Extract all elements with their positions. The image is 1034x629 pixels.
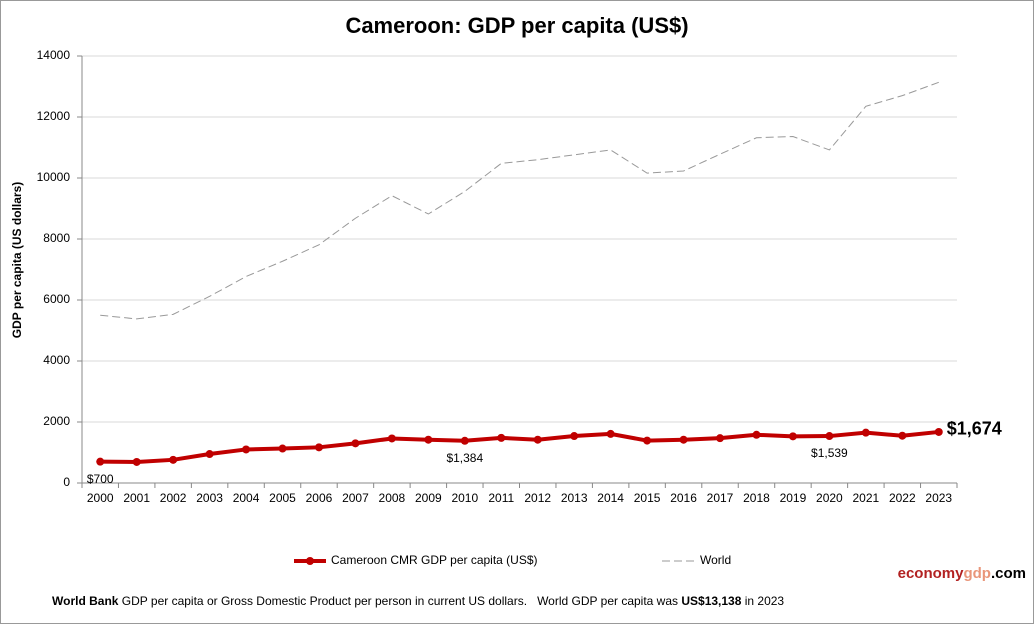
x-tick-label: 2018 — [743, 491, 770, 505]
footer-part: World Bank — [52, 594, 119, 608]
x-tick-label: 2012 — [524, 491, 551, 505]
footer-part: in 2023 — [741, 594, 784, 608]
x-tick-label: 2020 — [816, 491, 843, 505]
value-label: $1,384 — [446, 451, 483, 465]
y-tick-label: 14000 — [37, 48, 71, 62]
point — [643, 436, 652, 445]
y-tick-label: 8000 — [43, 231, 70, 245]
x-tick-label: 2005 — [269, 491, 296, 505]
point — [96, 457, 105, 466]
x-tick-label: 2003 — [196, 491, 223, 505]
point — [788, 432, 797, 441]
x-tick-label: 2021 — [853, 491, 880, 505]
point — [679, 435, 688, 444]
point — [424, 435, 433, 444]
point — [825, 432, 834, 441]
y-tick-label: 6000 — [43, 292, 70, 306]
point — [242, 445, 251, 454]
x-tick-label: 2016 — [670, 491, 697, 505]
x-tick-label: 2022 — [889, 491, 916, 505]
point — [533, 435, 542, 444]
x-tick-label: 2011 — [488, 491, 514, 505]
point — [934, 427, 943, 436]
point — [351, 439, 360, 448]
point — [205, 450, 214, 459]
y-tick-label: 10000 — [37, 170, 71, 184]
series-line — [100, 429, 939, 464]
x-tick-label: 2019 — [780, 491, 807, 505]
brand-part: .com — [991, 565, 1026, 582]
footer-part: GDP per capita or Gross Domestic Product… — [118, 594, 681, 608]
point — [898, 431, 907, 440]
value-label: $1,539 — [811, 446, 848, 460]
value-label: $1,674 — [947, 419, 1002, 439]
chart-title: Cameroon: GDP per capita (US$) — [345, 13, 688, 38]
point — [752, 430, 761, 439]
brand-part: gdp — [963, 565, 991, 582]
x-tick-label: 2006 — [306, 491, 333, 505]
y-tick-label: 2000 — [43, 414, 70, 428]
x-tick-label: 2000 — [87, 491, 114, 505]
point — [497, 433, 506, 442]
legend-label: Cameroon CMR GDP per capita (US$) — [331, 553, 538, 567]
x-tick-label: 2017 — [707, 491, 734, 505]
point — [314, 443, 323, 452]
value-label: $700 — [87, 472, 114, 486]
y-tick-label: 12000 — [37, 109, 71, 123]
point — [606, 429, 615, 438]
point — [460, 436, 469, 445]
point — [132, 457, 141, 466]
x-tick-label: 2001 — [123, 491, 150, 505]
point — [861, 428, 870, 437]
point — [570, 432, 579, 441]
x-tick-label: 2014 — [597, 491, 624, 505]
point — [387, 434, 396, 443]
series-line — [100, 81, 939, 320]
footer-part: US$13,138 — [681, 594, 741, 608]
x-tick-label: 2013 — [561, 491, 588, 505]
x-tick-label: 2015 — [634, 491, 661, 505]
brand-part: economy — [898, 565, 965, 582]
x-tick-label: 2007 — [342, 491, 369, 505]
x-tick-label: 2008 — [379, 491, 406, 505]
y-tick-label: 0 — [63, 475, 70, 489]
footer: World Bank GDP per capita or Gross Domes… — [52, 594, 784, 608]
x-tick-label: 2002 — [160, 491, 187, 505]
brand: economygdp.com — [898, 565, 1026, 582]
point — [278, 444, 287, 453]
x-tick-label: 2004 — [233, 491, 260, 505]
x-tick-label: 2010 — [451, 491, 478, 505]
point — [716, 434, 725, 443]
legend-label: World — [700, 553, 731, 567]
x-tick-label: 2009 — [415, 491, 442, 505]
legend-marker — [306, 557, 314, 565]
point — [169, 455, 178, 464]
y-tick-label: 4000 — [43, 353, 70, 367]
y-axis-label: GDP per capita (US dollars) — [10, 182, 24, 339]
x-tick-label: 2023 — [925, 491, 952, 505]
